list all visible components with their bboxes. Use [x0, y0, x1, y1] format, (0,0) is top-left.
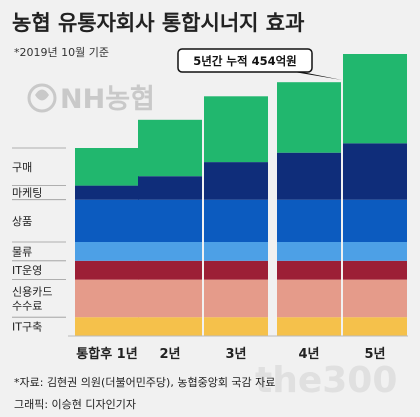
x-tick-label: 2년: [159, 347, 180, 362]
legend-label: 신용카드 수수료: [12, 285, 52, 312]
legend-label: 상품: [12, 215, 32, 228]
chart-subtitle: *2019년 10월 기준: [14, 46, 109, 59]
nh-logo-icon: [27, 83, 57, 113]
x-tick-label: 3년: [225, 347, 246, 362]
legend-label: IT운영: [12, 264, 42, 277]
x-tick-label: 5년: [364, 347, 385, 362]
bar-segment-물류-4: [277, 242, 341, 261]
bar-segment-상품-4: [277, 199, 341, 242]
legend-group: IT구축 신용카드 수수료 IT운영 물류 상품 마케팅 구매: [12, 147, 66, 334]
bar-segment-상품-1: [75, 199, 139, 242]
bar-segment-신용카드-수수료-3: [204, 279, 268, 318]
bar-segment-마케팅-3: [204, 162, 268, 200]
nh-logo: NH농협: [27, 83, 155, 115]
bar-segment-IT구축-3: [204, 317, 268, 336]
bar-segment-신용카드-수수료-5: [343, 279, 407, 318]
legend-label: 구매: [12, 161, 32, 174]
callout-pointer: [294, 72, 342, 80]
callout: 5년간 누적 454억원: [177, 48, 342, 80]
chart-title: 농협 유통자회사 통합시너지 효과: [12, 11, 304, 35]
bar-segment-IT구축-4: [277, 317, 341, 336]
bar-segment-구매-4: [277, 82, 341, 153]
legend-label: 마케팅: [12, 187, 42, 200]
bar-segment-구매-2: [138, 119, 202, 177]
bar-segment-IT운영-1: [75, 260, 139, 280]
legend-label: IT구축: [12, 321, 42, 334]
bar-segment-IT운영-4: [277, 260, 341, 280]
bar-segment-신용카드-수수료-4: [277, 279, 341, 318]
bar-segment-신용카드-수수료-2: [138, 279, 202, 318]
nh-logo-text: NH농협: [60, 84, 155, 115]
bar-segment-IT운영-5: [343, 260, 407, 280]
credit-note: 그래픽: 이승현 디자인기자: [14, 398, 136, 411]
bar-segment-상품-2: [138, 199, 202, 242]
bar-segment-IT운영-3: [204, 260, 268, 280]
bar-segment-마케팅-4: [277, 152, 341, 200]
x-axis-labels: 통합후 1년 2년 3년 4년 5년: [76, 346, 385, 362]
bar-segment-IT운영-2: [138, 260, 202, 280]
bar-segment-상품-3: [204, 199, 268, 242]
bar-segment-마케팅-5: [343, 143, 407, 200]
bar-segment-상품-5: [343, 199, 407, 242]
watermark: the300: [255, 360, 397, 401]
x-tick-label: 4년: [298, 347, 319, 362]
bar-segment-물류-5: [343, 242, 407, 261]
bar-segment-IT구축-1: [75, 317, 139, 336]
source-note: *자료: 김현권 의원(더불어민주당), 농협중앙회 국감 자료: [14, 376, 275, 389]
bars-group: [75, 54, 407, 336]
bar-segment-물류-1: [75, 242, 139, 261]
bar-segment-마케팅-2: [138, 176, 202, 200]
bar-segment-IT구축-5: [343, 317, 407, 336]
bar-segment-구매-1: [75, 148, 139, 186]
bar-segment-IT구축-2: [138, 317, 202, 336]
bar-segment-물류-2: [138, 242, 202, 261]
bar-segment-마케팅-1: [75, 185, 139, 200]
callout-box: [177, 48, 313, 73]
bar-segment-구매-5: [343, 54, 407, 144]
bar-segment-물류-3: [204, 242, 268, 261]
bar-segment-구매-3: [204, 96, 268, 163]
callout-text: 5년간 누적 454억원: [193, 54, 297, 68]
x-tick-label: 통합후 1년: [76, 346, 137, 362]
legend-label: 물류: [12, 245, 32, 258]
bar-segment-신용카드-수수료-1: [75, 279, 139, 318]
